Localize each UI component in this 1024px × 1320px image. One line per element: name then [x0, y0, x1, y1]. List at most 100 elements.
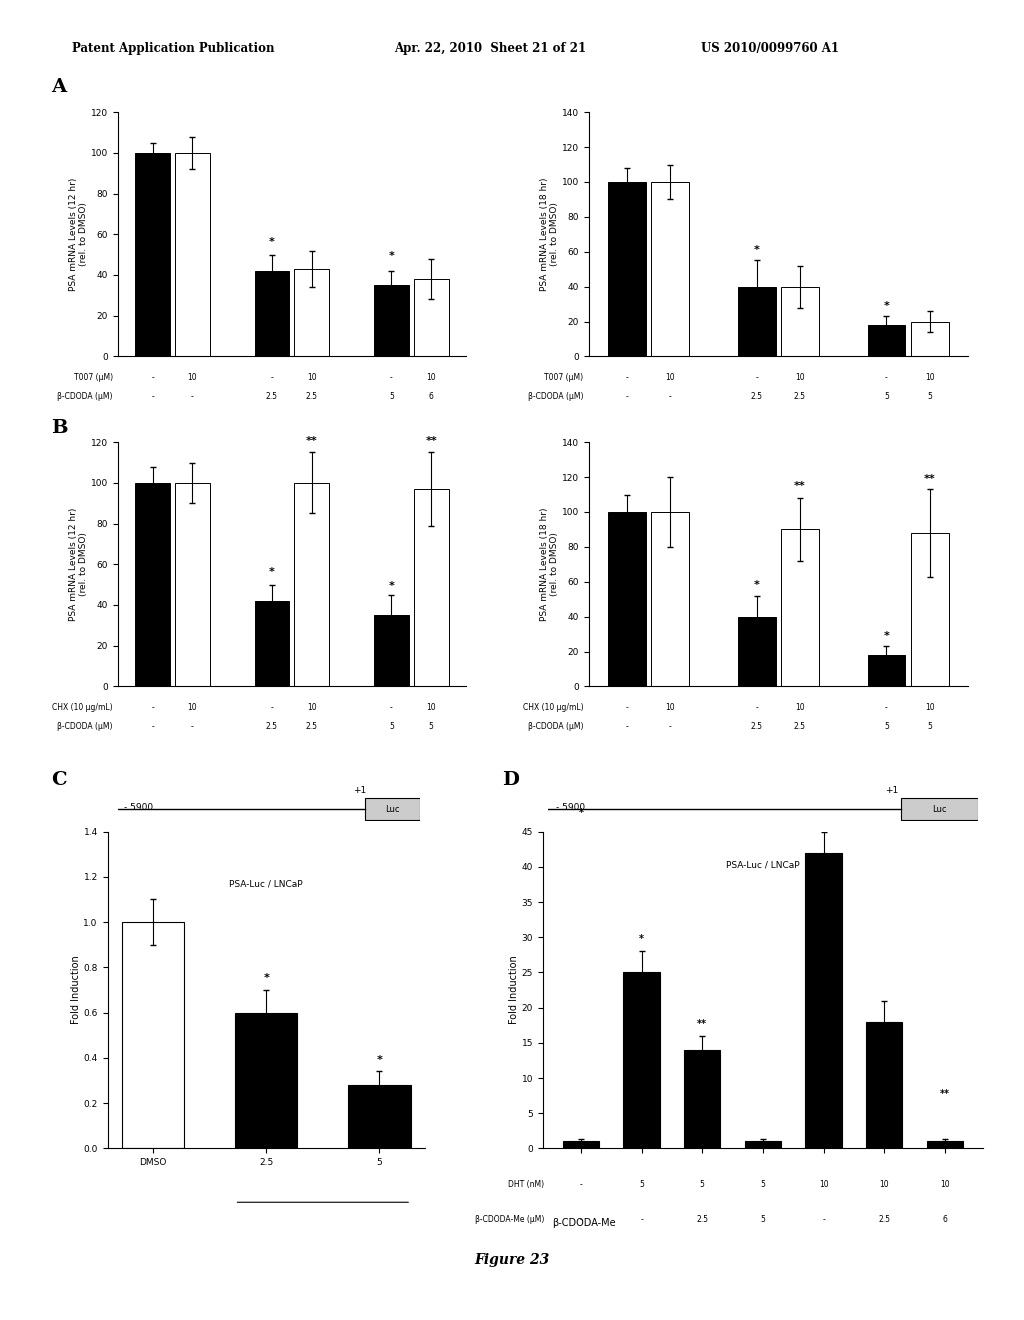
Text: 10: 10 [925, 704, 935, 713]
Text: -: - [390, 374, 392, 383]
Bar [911, 533, 948, 686]
Text: *: * [263, 973, 269, 983]
Text: 10: 10 [426, 374, 436, 383]
Text: 2.5: 2.5 [306, 722, 317, 731]
Bar [781, 286, 819, 356]
Text: +1: +1 [886, 785, 898, 795]
Bar [374, 285, 409, 356]
Bar [607, 182, 645, 356]
Text: *: * [884, 631, 890, 642]
Bar [607, 512, 645, 686]
Bar [867, 655, 905, 686]
Text: 5: 5 [761, 1180, 765, 1189]
Text: -: - [580, 1180, 583, 1189]
Bar [781, 529, 819, 686]
Text: *: * [269, 236, 274, 247]
Bar [135, 153, 170, 356]
Y-axis label: Fold Induction: Fold Induction [509, 956, 519, 1024]
Text: 10: 10 [666, 704, 675, 713]
Bar [236, 1012, 297, 1148]
Text: 2.5: 2.5 [306, 392, 317, 401]
Bar [294, 483, 329, 686]
Text: **: ** [425, 437, 437, 446]
Text: *: * [269, 566, 274, 577]
Bar [122, 923, 184, 1148]
Text: *: * [388, 251, 394, 261]
Bar [744, 1142, 781, 1148]
Text: PSA-Luc / LNCaP: PSA-Luc / LNCaP [229, 879, 303, 888]
Text: C: C [51, 771, 67, 789]
Bar [927, 1142, 963, 1148]
Text: -: - [390, 704, 392, 713]
Bar [255, 271, 290, 356]
Text: 5: 5 [761, 1216, 765, 1224]
Text: **: ** [924, 474, 936, 484]
Text: -: - [626, 722, 628, 731]
Text: 10: 10 [307, 374, 316, 383]
Text: CHX (10 μg/mL): CHX (10 μg/mL) [523, 704, 584, 713]
Text: 10: 10 [187, 374, 198, 383]
Text: **: ** [880, 1104, 889, 1113]
Y-axis label: PSA mRNA Levels (18 hr)
(rel. to DMSO): PSA mRNA Levels (18 hr) (rel. to DMSO) [540, 508, 559, 620]
Text: A: A [51, 78, 67, 96]
Text: *: * [754, 581, 760, 590]
Text: Apr. 22, 2010  Sheet 21 of 21: Apr. 22, 2010 Sheet 21 of 21 [394, 42, 587, 55]
Text: *: * [579, 808, 584, 817]
Text: B: B [51, 418, 68, 437]
Text: 10: 10 [880, 1180, 889, 1189]
Bar [255, 601, 290, 686]
Text: 2.5: 2.5 [751, 722, 763, 731]
Text: DHT (nM): DHT (nM) [508, 1180, 545, 1189]
Text: T007 (μM): T007 (μM) [545, 374, 584, 383]
Text: 2.5: 2.5 [794, 722, 806, 731]
Text: -: - [640, 1216, 643, 1224]
Text: -: - [626, 392, 628, 401]
Text: 5: 5 [884, 392, 889, 401]
Text: -: - [270, 704, 273, 713]
Text: +1: +1 [353, 785, 366, 795]
Bar [294, 269, 329, 356]
Bar [414, 488, 449, 686]
Text: *: * [639, 935, 644, 944]
Text: *: * [388, 581, 394, 591]
Text: D: D [502, 771, 519, 789]
Text: CHX (10 μg/mL): CHX (10 μg/mL) [52, 704, 113, 713]
Y-axis label: Fold Induction: Fold Induction [71, 956, 81, 1024]
Text: -: - [822, 1216, 825, 1224]
Bar [867, 325, 905, 356]
Y-axis label: PSA mRNA Levels (12 hr)
(rel. to DMSO): PSA mRNA Levels (12 hr) (rel. to DMSO) [69, 178, 88, 290]
Text: Luc: Luc [932, 805, 946, 813]
Text: -: - [626, 704, 628, 713]
Text: 10: 10 [795, 374, 805, 383]
Bar [563, 1142, 599, 1148]
Text: -: - [885, 374, 888, 383]
Bar [135, 483, 170, 686]
Text: 6: 6 [429, 392, 433, 401]
Text: 10: 10 [426, 704, 436, 713]
Bar [684, 1049, 721, 1148]
Text: β-CDODA (μM): β-CDODA (μM) [528, 392, 584, 401]
Text: -: - [669, 392, 672, 401]
Text: **: ** [306, 437, 317, 446]
Bar [651, 512, 689, 686]
Text: T007 (μM): T007 (μM) [74, 374, 113, 383]
Text: -: - [270, 374, 273, 383]
Text: 10: 10 [795, 704, 805, 713]
Bar [624, 973, 659, 1148]
Text: -: - [885, 704, 888, 713]
Bar [366, 799, 420, 820]
Text: -: - [191, 722, 194, 731]
Text: 10: 10 [187, 704, 198, 713]
Text: 5: 5 [389, 722, 394, 731]
Bar [348, 1085, 411, 1148]
Text: β-CDODA-Me (μM): β-CDODA-Me (μM) [475, 1216, 545, 1224]
Bar [900, 799, 978, 820]
Text: -: - [669, 722, 672, 731]
Text: - 5900: - 5900 [124, 804, 153, 813]
Bar [374, 615, 409, 686]
Text: 2.5: 2.5 [879, 1216, 890, 1224]
Y-axis label: PSA mRNA Levels (12 hr)
(rel. to DMSO): PSA mRNA Levels (12 hr) (rel. to DMSO) [69, 508, 88, 620]
Text: β-CDODA (μM): β-CDODA (μM) [57, 392, 113, 401]
Text: 5: 5 [429, 722, 433, 731]
Text: -: - [152, 722, 154, 731]
